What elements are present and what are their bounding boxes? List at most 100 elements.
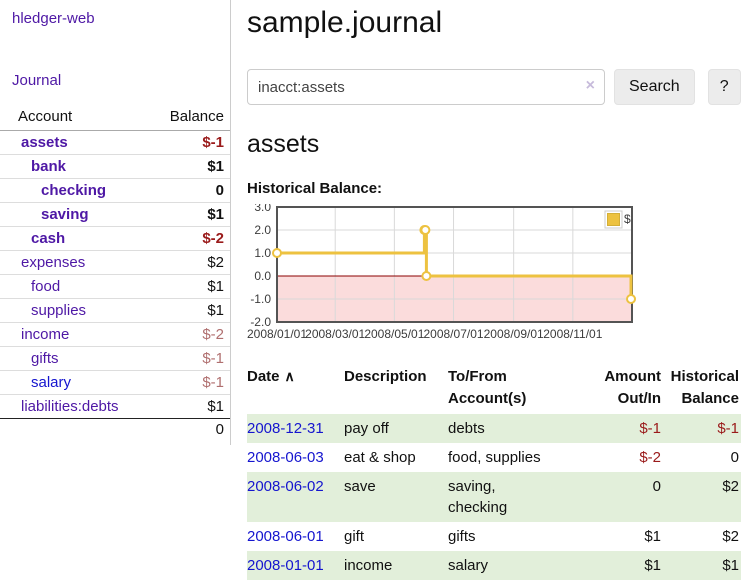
transaction-accounts: gifts (448, 527, 476, 545)
transaction-balance: $1 (722, 556, 739, 574)
account-balance: $1 (155, 154, 230, 179)
account-link-assets[interactable]: assets (21, 134, 68, 151)
search-input[interactable] (248, 70, 568, 104)
register-header-description[interactable]: Description (344, 368, 427, 385)
account-balance: $1 (155, 394, 230, 419)
chart-data-point (272, 248, 282, 258)
register-row: 2008-06-01 gift gifts $1 $2 (247, 522, 741, 551)
account-link-income[interactable]: income (21, 326, 70, 343)
accounts-total-value: 0 (215, 421, 224, 438)
account-balance: $-2 (155, 322, 230, 347)
chart-data-point (420, 225, 431, 235)
account-balance: $-1 (155, 370, 230, 395)
account-link-supplies[interactable]: supplies (31, 302, 87, 319)
search-button[interactable]: Search (614, 69, 695, 105)
x-axis-tick: 2008/11/01 (543, 327, 602, 341)
accounts-header-balance: Balance (155, 104, 230, 131)
transaction-accounts: food, supplies (448, 448, 541, 466)
account-row: saving $1 (0, 202, 230, 227)
y-axis-tick: 2.0 (254, 223, 271, 237)
account-balance: 0 (155, 178, 230, 203)
chart-data-point (626, 294, 636, 304)
transaction-balance: 0 (730, 448, 739, 466)
transaction-date-link[interactable]: 2008-06-02 (247, 477, 324, 495)
account-link-salary[interactable]: salary (31, 374, 72, 391)
register-header-amount[interactable]: Amount Out/In (604, 368, 661, 407)
sort-ascending-icon: ∧ (284, 368, 295, 384)
transaction-accounts: salary (448, 556, 489, 574)
account-balance: $-1 (155, 130, 230, 155)
register-header-balance[interactable]: Historical Balance (670, 368, 739, 407)
accounts-header-account: Account (0, 104, 156, 131)
register-header-accounts[interactable]: To/From Account(s) (448, 368, 527, 407)
transaction-description: pay off (344, 419, 389, 437)
help-button[interactable]: ? (707, 69, 741, 105)
chart-legend-label: $ (624, 212, 631, 226)
chart-legend-swatch (607, 213, 620, 226)
transaction-balance: $2 (722, 477, 739, 495)
account-row: supplies $1 (0, 298, 230, 323)
account-row: income $-2 (0, 322, 230, 347)
account-balance: $1 (155, 274, 230, 299)
y-axis-tick: -2.0 (250, 315, 271, 329)
register-row: 2008-06-03 eat & shop food, supplies $-2 0 (247, 443, 741, 472)
account-link-liabilities-debts[interactable]: liabilities:debts (21, 398, 119, 415)
transaction-accounts: debts (448, 419, 485, 437)
account-row: expenses $2 (0, 250, 230, 275)
clear-search-icon[interactable]: × (585, 77, 595, 94)
y-axis-tick: 0.0 (254, 269, 271, 283)
search-form: × Search ? (247, 69, 741, 105)
transaction-amount: 0 (652, 477, 661, 495)
transaction-date-link[interactable]: 2008-01-01 (247, 556, 324, 574)
y-axis-tick: -1.0 (250, 292, 271, 306)
account-link-bank[interactable]: bank (31, 158, 67, 175)
x-axis-tick: 2008/09/01 (484, 327, 544, 341)
x-axis-tick: 2008/07/01 (423, 327, 483, 341)
account-row: assets $-1 (0, 130, 230, 155)
main-panel: sample.journal × Search ? assets Histori… (231, 0, 742, 580)
transaction-description: save (344, 477, 376, 495)
account-balance: $1 (155, 202, 230, 227)
transaction-amount: $1 (644, 556, 661, 574)
chart-title: Historical Balance: (247, 180, 383, 197)
nav-journal-link[interactable]: Journal (12, 72, 62, 89)
account-link-checking[interactable]: checking (41, 182, 107, 199)
register-header-row: Date ∧ Description To/From Account(s) Amo… (247, 362, 741, 414)
transaction-amount: $-1 (639, 419, 661, 437)
account-row: bank $1 (0, 154, 230, 179)
transaction-date-link[interactable]: 2008-06-01 (247, 527, 324, 545)
y-axis-tick: 3.0 (254, 204, 271, 214)
transaction-date-link[interactable]: 2008-06-03 (247, 448, 324, 466)
account-balance: $-1 (155, 346, 230, 371)
transaction-description: income (344, 556, 393, 574)
account-link-saving[interactable]: saving (41, 206, 89, 223)
transaction-accounts: saving, checking (448, 477, 508, 516)
x-axis-tick: 2008/03/01 (305, 327, 365, 341)
transaction-balance: $2 (722, 527, 739, 545)
account-row: liabilities:debts $1 (0, 394, 230, 419)
transaction-date-link[interactable]: 2008-12-31 (247, 419, 324, 437)
transaction-description: gift (344, 527, 365, 545)
account-balance: $2 (155, 250, 230, 275)
account-balance: $1 (155, 298, 230, 323)
account-link-expenses[interactable]: expenses (21, 254, 86, 271)
transaction-amount: $-2 (639, 448, 661, 466)
brand-link[interactable]: hledger-web (12, 10, 95, 27)
account-link-gifts[interactable]: gifts (31, 350, 59, 367)
account-row: food $1 (0, 274, 230, 299)
register-row: 2008-06-02 save saving, checking 0 $2 (247, 471, 741, 522)
page-title: sample.journal (247, 6, 443, 39)
account-row: gifts $-1 (0, 346, 230, 371)
chart-border (276, 206, 633, 323)
transaction-amount: $1 (644, 527, 661, 545)
account-link-food[interactable]: food (31, 278, 61, 295)
register-table: Date ∧ Description To/From Account(s) Amo… (247, 362, 741, 580)
sidebar: hledger-web Journal Account Balance asse… (0, 0, 231, 445)
account-balance: $-2 (155, 226, 230, 251)
account-link-cash[interactable]: cash (31, 230, 66, 247)
register-row: 2008-01-01 income salary $1 $1 (247, 550, 741, 580)
x-axis-tick: 2008/01/01 (247, 327, 307, 341)
account-row: checking 0 (0, 178, 230, 203)
register-header-date[interactable]: Date ∧ (247, 368, 295, 385)
